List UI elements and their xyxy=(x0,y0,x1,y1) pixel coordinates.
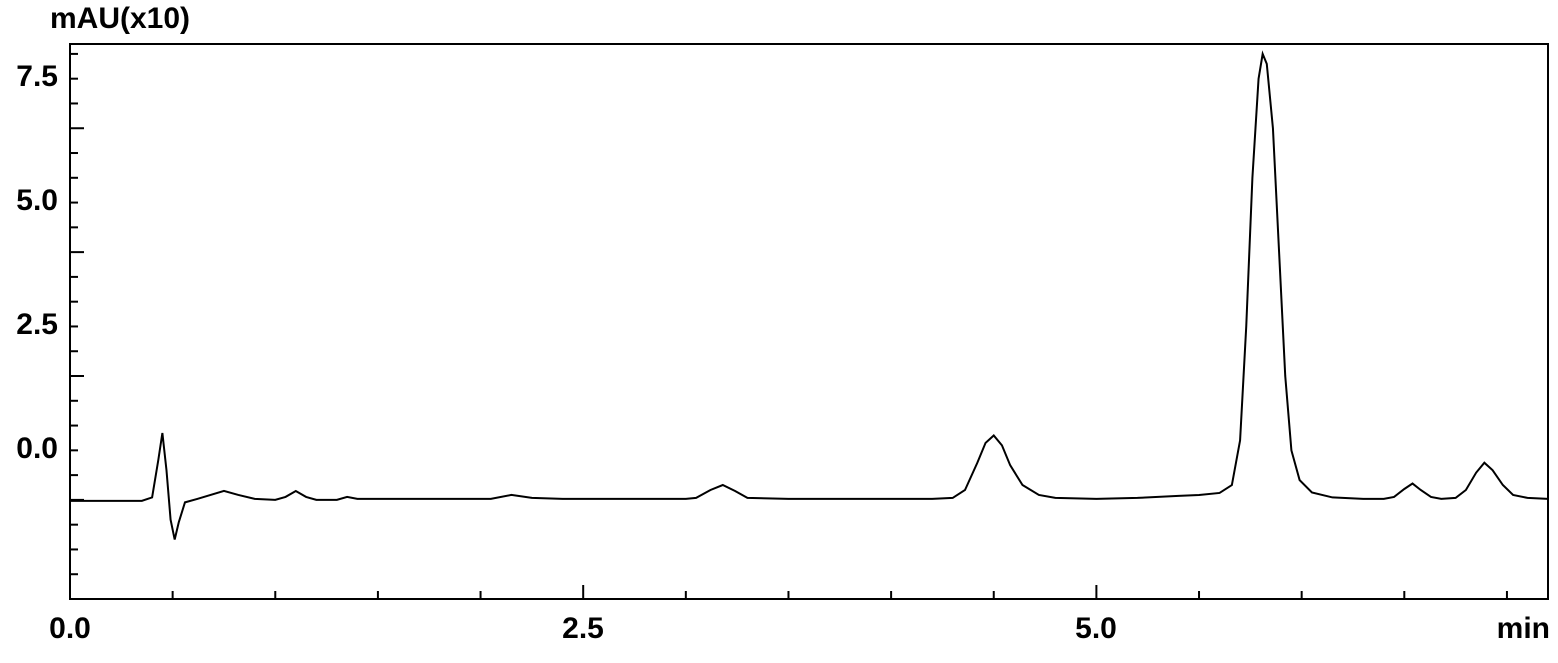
x-axis-label: min xyxy=(1497,612,1550,646)
y-tick-label-1: 2.5 xyxy=(0,308,58,342)
y-tick-label-2: 5.0 xyxy=(0,184,58,218)
chromatogram-line xyxy=(70,54,1548,540)
chart-container: mAU(x10) min 0.0 2.5 5.0 7.5 0.0 2.5 5.0 xyxy=(0,0,1558,663)
x-tick-label-0: 0.0 xyxy=(30,612,110,646)
y-tick-label-0: 0.0 xyxy=(0,432,58,466)
x-tick-label-1: 2.5 xyxy=(543,612,623,646)
plot-border xyxy=(70,44,1548,599)
y-axis-label: mAU(x10) xyxy=(50,2,190,36)
axis-ticks xyxy=(70,54,1507,599)
chromatogram-plot xyxy=(0,0,1558,663)
x-tick-label-2: 5.0 xyxy=(1056,612,1136,646)
y-tick-label-3: 7.5 xyxy=(0,60,58,94)
